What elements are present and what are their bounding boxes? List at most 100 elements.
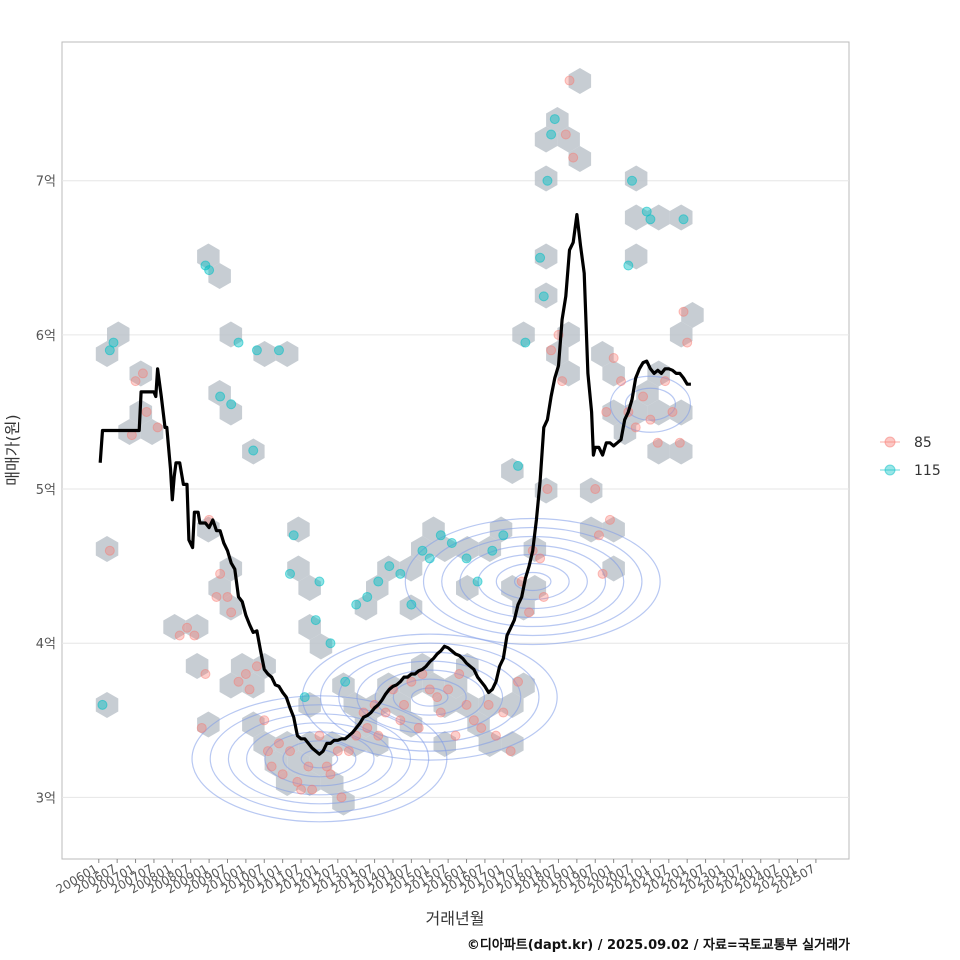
- density-contour: [404, 517, 661, 646]
- hexbin-cell: [399, 555, 423, 582]
- hexbin-cell: [309, 633, 333, 660]
- hexbin-cell: [501, 731, 524, 757]
- legend-label: 115: [914, 463, 941, 479]
- point-85: [424, 684, 435, 695]
- point-85: [542, 484, 553, 495]
- y-tick-label: 5억: [36, 483, 56, 498]
- density-contour: [495, 562, 570, 601]
- point-115: [535, 252, 546, 263]
- point-115: [215, 391, 226, 402]
- point-115: [273, 345, 284, 356]
- point-115: [435, 530, 446, 541]
- point-85: [343, 746, 354, 757]
- point-85: [513, 676, 524, 687]
- scatter-points: [97, 75, 693, 803]
- hexbin-cell: [444, 672, 468, 699]
- y-axis: 3억 4억 5억 6억 7억: [36, 175, 56, 807]
- point-85: [314, 730, 325, 741]
- hexbin-cell: [602, 516, 625, 543]
- point-85: [435, 707, 446, 718]
- hexbin-cell: [197, 243, 220, 270]
- density-contour: [191, 695, 448, 823]
- point-85: [215, 568, 226, 579]
- point-85: [557, 376, 568, 387]
- point-85: [277, 769, 288, 780]
- point-115: [546, 129, 557, 140]
- hexbin-cell: [534, 243, 558, 270]
- point-85: [461, 699, 472, 710]
- hexbin-cell: [602, 555, 625, 582]
- point-115: [314, 576, 325, 587]
- point-85: [568, 152, 579, 163]
- hexbin-cell: [523, 575, 547, 601]
- density-contour: [300, 749, 339, 769]
- hexbin-cell: [208, 380, 231, 406]
- point-85: [604, 514, 615, 525]
- density-contour: [609, 375, 692, 433]
- point-85: [130, 376, 141, 387]
- point-115: [678, 214, 689, 225]
- hexbin-cell: [613, 419, 637, 445]
- point-85: [332, 746, 343, 757]
- hexbin-cell: [197, 711, 220, 738]
- point-85: [682, 337, 693, 348]
- point-115: [417, 545, 428, 556]
- hexbin-cell: [647, 438, 670, 465]
- point-85: [351, 730, 362, 741]
- point-115: [285, 568, 296, 579]
- point-115: [472, 576, 483, 587]
- density-contour: [264, 731, 375, 787]
- point-85: [240, 669, 251, 680]
- hexbin-cell: [298, 614, 321, 640]
- hexbin-cell: [602, 360, 625, 387]
- point-115: [226, 399, 237, 410]
- hexbin-cell: [309, 750, 333, 777]
- point-85: [200, 669, 211, 680]
- hexbin-cell: [681, 302, 704, 328]
- density-contour: [441, 535, 625, 628]
- hexbin-cell: [647, 204, 670, 231]
- point-85: [362, 722, 373, 733]
- point-85: [292, 776, 303, 787]
- hexbin-cell: [377, 555, 400, 582]
- y-tick-label: 4억: [36, 637, 56, 652]
- point-85: [564, 75, 575, 86]
- point-85: [174, 630, 185, 641]
- hexbin-cell: [647, 399, 670, 426]
- point-85: [674, 437, 685, 448]
- point-115: [351, 599, 362, 610]
- point-85: [266, 761, 277, 772]
- hexbin-cell: [275, 341, 299, 367]
- point-115: [204, 265, 215, 276]
- point-85: [262, 746, 273, 757]
- x-axis-title: 거래년월: [426, 909, 485, 928]
- point-115: [325, 638, 336, 649]
- point-85: [373, 730, 384, 741]
- density-contours: [191, 375, 692, 823]
- point-85: [141, 406, 152, 417]
- point-85: [450, 730, 461, 741]
- hexbin-cell: [253, 731, 276, 757]
- hexbin-cell: [478, 731, 502, 757]
- hexbin-cell: [636, 380, 659, 406]
- point-85: [678, 306, 689, 317]
- point-115: [233, 337, 244, 348]
- point-115: [461, 553, 472, 564]
- hexbin-cell: [129, 360, 153, 387]
- point-115: [538, 291, 549, 302]
- point-85: [505, 746, 516, 757]
- point-85: [538, 591, 549, 602]
- hexbin-cell: [546, 107, 569, 133]
- density-contour: [374, 669, 485, 725]
- hexbin-cell: [512, 594, 535, 621]
- point-85: [645, 414, 656, 425]
- point-115: [542, 175, 553, 186]
- hexbin-layer: [95, 68, 704, 816]
- hexbin-cell: [546, 341, 569, 367]
- hexbin-cell: [579, 516, 603, 543]
- hexbin-cell: [287, 750, 310, 777]
- point-115: [520, 337, 531, 348]
- hexbin-cell: [388, 692, 411, 718]
- hexbin-cell: [185, 614, 209, 640]
